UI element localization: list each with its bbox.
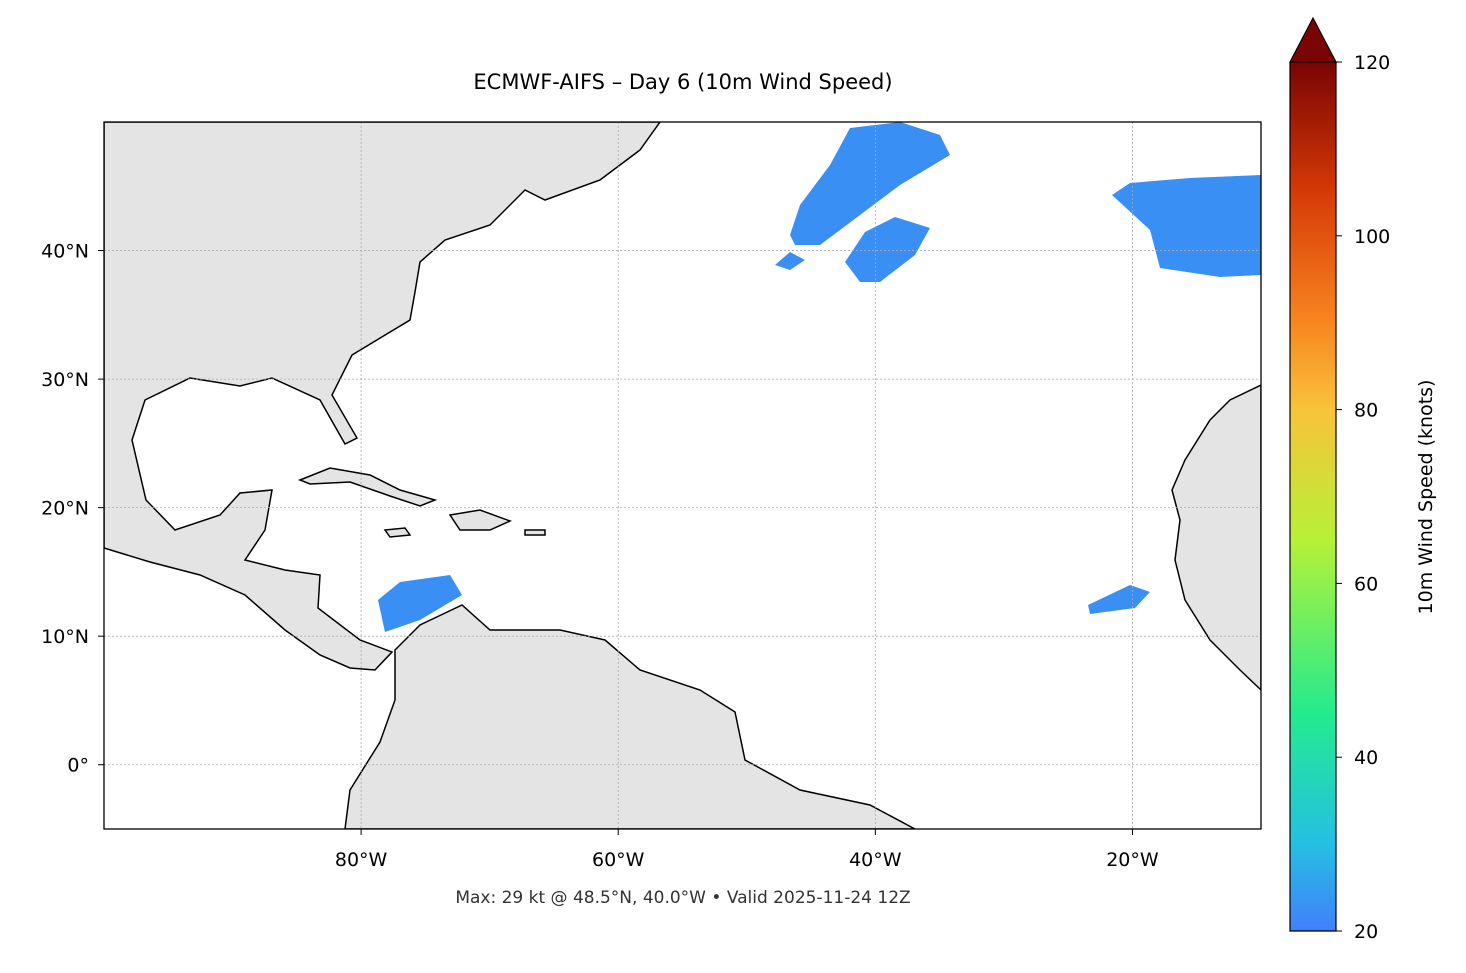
wind-area [1112,175,1261,277]
y-tick-label: 10°N [41,626,89,648]
y-tick-label: 20°N [41,498,89,520]
y-tick-label: 0° [67,755,89,777]
x-tick-label: 20°W [1106,849,1159,871]
jamaica [383,527,412,538]
y-tick-label: 40°N [41,241,89,263]
colorbar-tick-label: 120 [1354,52,1390,74]
colorbar-tick-label: 60 [1354,573,1378,595]
colorbar-tick-label: 80 [1354,400,1378,422]
x-tick-label: 60°W [592,849,645,871]
colorbar-tick-label: 100 [1354,226,1390,248]
wind-area [790,122,950,245]
wind-area [845,217,930,282]
map-area [104,122,1261,829]
africa [1171,384,1261,692]
x-tick-label: 80°W [335,849,388,871]
north-america [104,122,661,671]
colorbar [1290,62,1336,931]
title: ECMWF-AIFS – Day 6 (10m Wind Speed) [473,70,892,94]
colorbar-extend [1289,16,1337,63]
colorbar-frame [1289,62,1337,932]
wind-area [378,575,462,632]
wind-area [775,252,805,270]
wind-area [1088,585,1150,614]
south-america [344,604,916,829]
map-frame [103,121,1262,830]
colorbar-tick-label: 40 [1354,747,1378,769]
hispaniola [448,509,512,531]
y-tick-label: 30°N [41,369,89,391]
footer: Max: 29 kt @ 48.5°N, 40.0°W • Valid 2025… [455,888,910,908]
colorbar-label: 10m Wind Speed (knots) [1415,380,1437,615]
puerto-rico [524,529,546,536]
cuba [297,467,438,507]
x-tick-label: 40°W [849,849,902,871]
colorbar-tick-label: 20 [1354,921,1378,943]
